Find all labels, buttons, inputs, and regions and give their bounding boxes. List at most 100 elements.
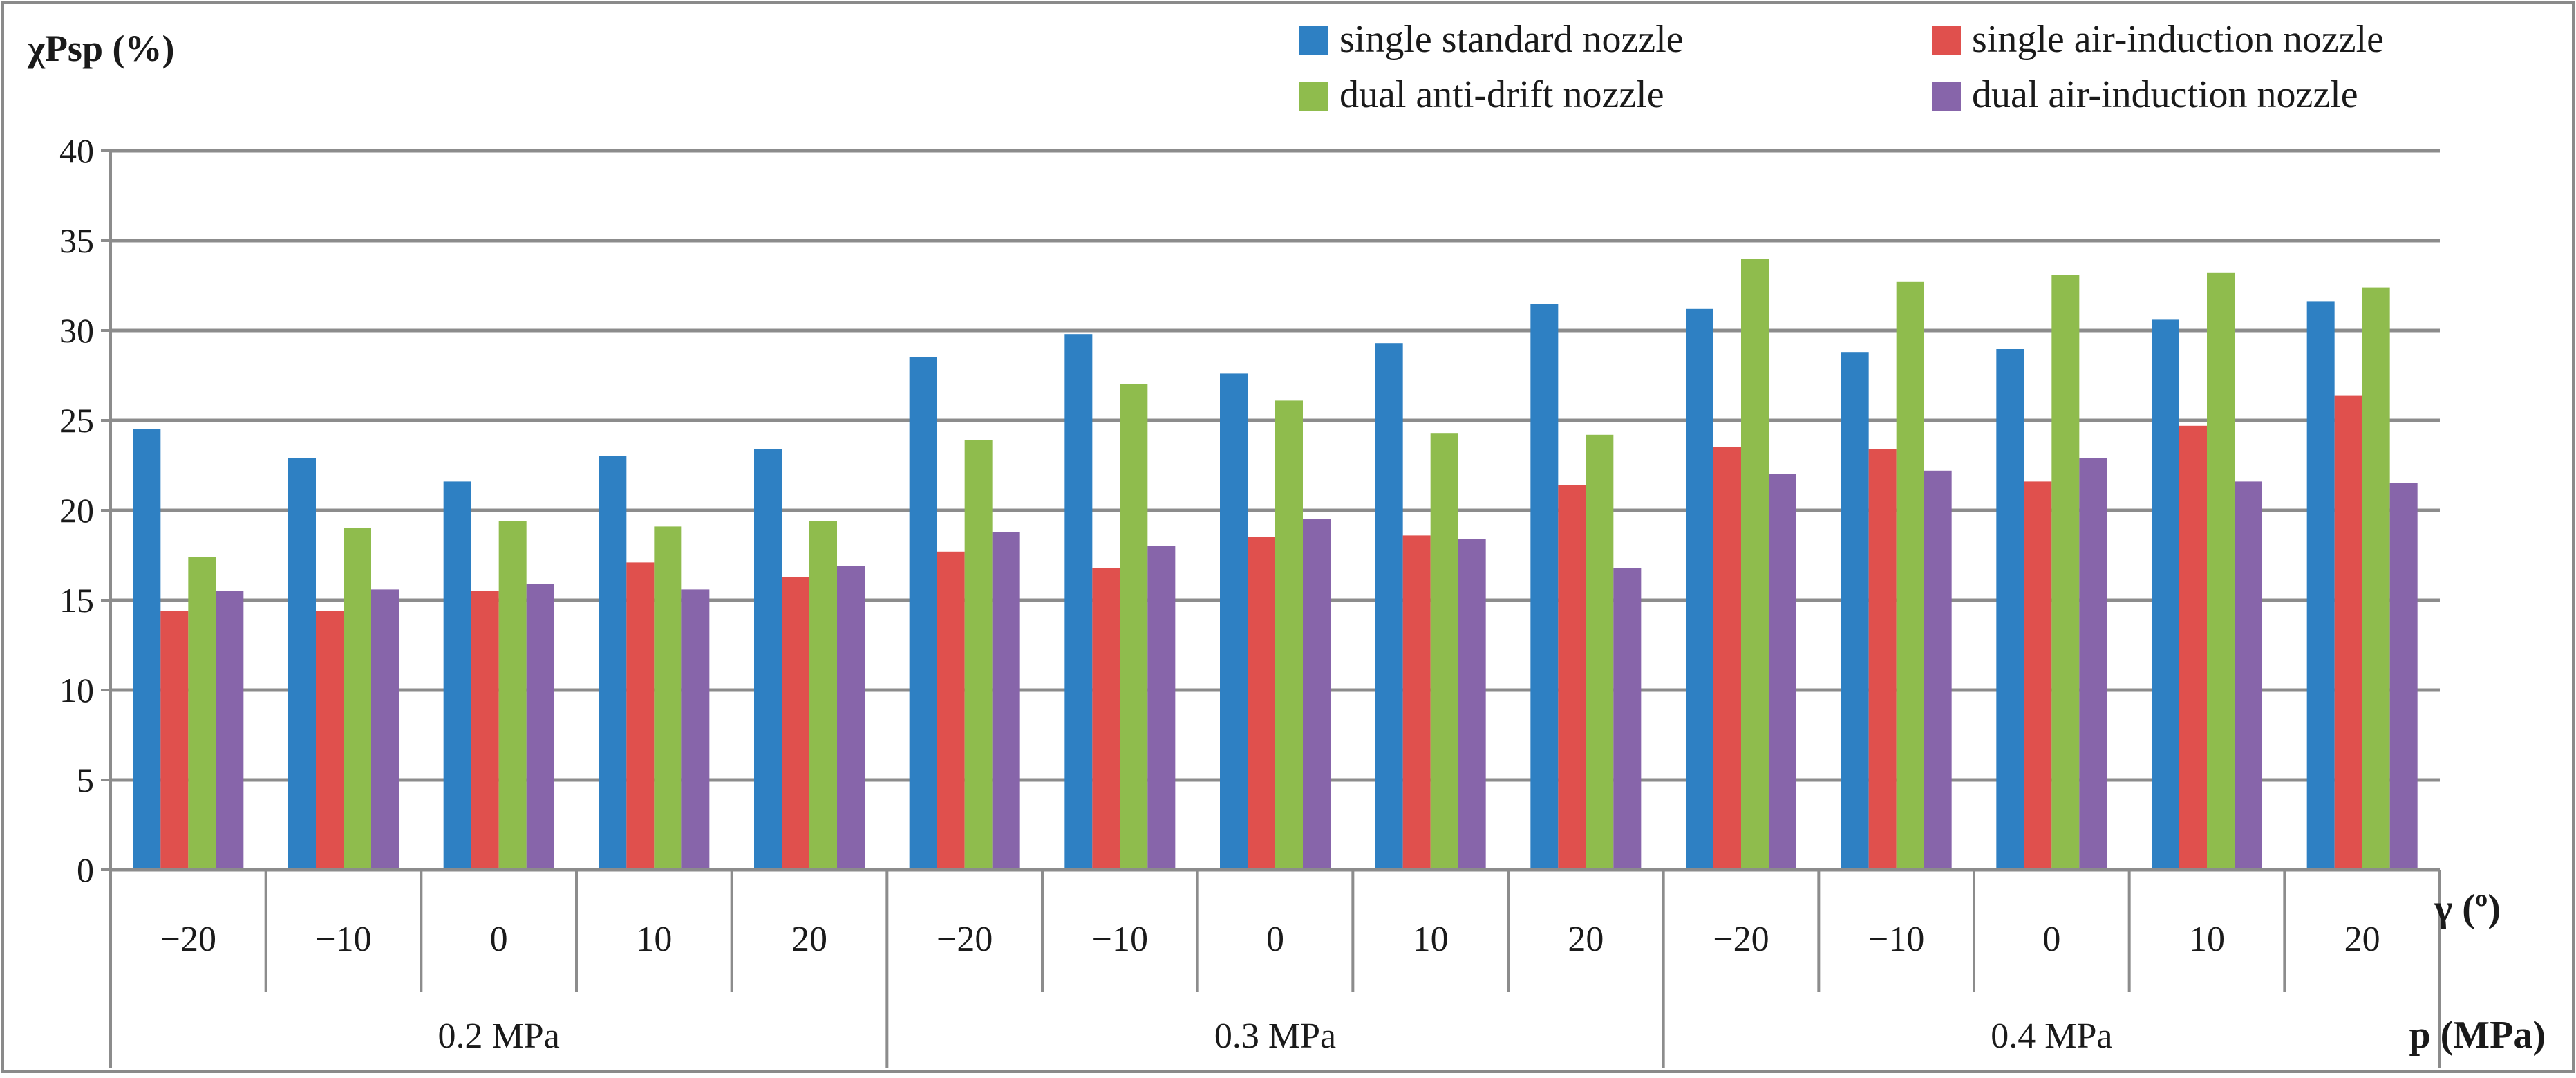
x-group-label-pressure: 0.2 MPa — [438, 1016, 560, 1056]
legend-label: single air-induction nozzle — [1972, 18, 2384, 61]
bar-dual-anti-drift-nozzle-5 — [809, 521, 837, 870]
legend-label: single standard nozzle — [1339, 18, 1684, 61]
y-tick-label: 15 — [59, 581, 94, 620]
x-group-label-pressure: 0.3 MPa — [1214, 1016, 1336, 1056]
bar-single-air-induction-nozzle-10 — [1558, 485, 1586, 870]
bar-dual-air-induction-nozzle-12 — [1924, 470, 1952, 870]
bar-dual-anti-drift-nozzle-2 — [344, 528, 371, 870]
bar-single-air-induction-nozzle-13 — [2024, 481, 2052, 870]
bar-dual-anti-drift-nozzle-9 — [1430, 433, 1458, 870]
bar-dual-anti-drift-nozzle-7 — [1120, 384, 1148, 870]
x-axis-label-angle: γ (º) — [2434, 887, 2501, 930]
bar-single-air-induction-nozzle-7 — [1092, 568, 1120, 870]
bar-single-standard-nozzle-14 — [2152, 319, 2179, 870]
bar-dual-anti-drift-nozzle-14 — [2207, 272, 2235, 870]
bar-single-air-induction-nozzle-9 — [1402, 535, 1431, 870]
bar-single-standard-nozzle-7 — [1064, 334, 1093, 870]
bar-single-standard-nozzle-10 — [1530, 304, 1559, 870]
y-tick-label: 5 — [77, 761, 94, 799]
bar-single-air-induction-nozzle-3 — [471, 591, 499, 870]
bar-single-air-induction-nozzle-4 — [626, 562, 655, 870]
x-tick-label-angle: −10 — [1092, 920, 1148, 959]
bar-single-air-induction-nozzle-2 — [316, 611, 344, 870]
bar-single-air-induction-nozzle-15 — [2334, 395, 2362, 870]
bar-single-standard-nozzle-5 — [754, 449, 782, 870]
bar-single-air-induction-nozzle-6 — [937, 551, 965, 870]
bar-dual-anti-drift-nozzle-4 — [654, 526, 682, 870]
bar-single-standard-nozzle-3 — [443, 481, 471, 870]
bar-dual-air-induction-nozzle-11 — [1769, 474, 1796, 870]
x-tick-label-angle: 20 — [2344, 920, 2380, 959]
x-axis-label-pressure: p (MPa) — [2409, 1014, 2546, 1057]
y-tick-label: 35 — [59, 221, 94, 260]
y-axis-label: χPsp (%) — [27, 28, 174, 69]
y-tick-label: 10 — [59, 671, 94, 709]
bar-single-standard-nozzle-12 — [1841, 352, 1869, 870]
x-tick-label-angle: 0 — [490, 920, 508, 959]
bar-dual-air-induction-nozzle-5 — [837, 566, 865, 870]
bar-dual-air-induction-nozzle-8 — [1303, 519, 1331, 870]
bar-dual-anti-drift-nozzle-8 — [1275, 400, 1303, 870]
bar-single-standard-nozzle-4 — [599, 456, 627, 870]
axes: 0 5 10 15 20 25 30 35 40 −20 −10 0 10 20 −20 −10 0 10 20 −2… — [59, 131, 2546, 1068]
y-tick-label: 30 — [59, 311, 94, 350]
legend-swatch — [1299, 26, 1328, 55]
bar-single-standard-nozzle-11 — [1686, 308, 1713, 870]
bar-dual-air-induction-nozzle-4 — [681, 589, 710, 870]
bar-single-air-induction-nozzle-11 — [1713, 447, 1741, 870]
bar-single-standard-nozzle-2 — [288, 458, 316, 870]
x-tick-label-angle: 20 — [791, 920, 827, 959]
y-tick-label: 20 — [59, 491, 94, 530]
bar-dual-anti-drift-nozzle-15 — [2362, 287, 2390, 871]
x-tick-label-angle: −10 — [1868, 920, 1924, 959]
bar-dual-anti-drift-nozzle-10 — [1586, 434, 1614, 870]
x-tick-label-angle: 20 — [1568, 920, 1604, 959]
bar-dual-air-induction-nozzle-3 — [526, 584, 554, 870]
bar-dual-anti-drift-nozzle-13 — [2051, 275, 2080, 870]
bar-single-air-induction-nozzle-5 — [782, 577, 809, 870]
bar-dual-air-induction-nozzle-2 — [371, 589, 399, 870]
bar-dual-air-induction-nozzle-7 — [1147, 546, 1176, 870]
bar-single-standard-nozzle-8 — [1220, 373, 1248, 870]
bar-dual-anti-drift-nozzle-6 — [964, 440, 993, 870]
bar-single-standard-nozzle-13 — [1996, 349, 2024, 870]
bar-dual-anti-drift-nozzle-12 — [1896, 281, 1924, 870]
x-tick-label-angle: −10 — [315, 920, 371, 959]
x-tick-label-angle: 10 — [2189, 920, 2225, 959]
legend-label: dual air-induction nozzle — [1972, 73, 2358, 116]
y-tick-label: 0 — [77, 851, 94, 889]
y-tick-label: 25 — [59, 401, 94, 440]
bar-dual-air-induction-nozzle-13 — [2079, 458, 2107, 870]
x-tick-label-angle: −20 — [937, 920, 993, 959]
legend: single standard nozzle single air-inducti… — [1299, 18, 2384, 116]
legend-swatch — [1299, 82, 1328, 111]
x-tick-label-angle: 0 — [2042, 920, 2060, 959]
bars — [133, 259, 2418, 871]
bar-dual-air-induction-nozzle-10 — [1613, 568, 1642, 870]
bar-single-standard-nozzle-9 — [1375, 343, 1403, 870]
bar-dual-air-induction-nozzle-14 — [2235, 481, 2262, 870]
y-tick-label: 40 — [59, 131, 94, 170]
bar-single-air-induction-nozzle-12 — [1868, 449, 1897, 870]
legend-swatch — [1932, 82, 1961, 111]
legend-label: dual anti-drift nozzle — [1339, 73, 1664, 116]
bar-dual-anti-drift-nozzle-1 — [188, 557, 216, 870]
x-tick-label-angle: 0 — [1266, 920, 1284, 959]
bar-single-standard-nozzle-15 — [2306, 301, 2335, 870]
bar-dual-air-induction-nozzle-9 — [1458, 539, 1486, 870]
bar-dual-air-induction-nozzle-1 — [216, 591, 244, 870]
x-tick-label-angle: −20 — [1713, 920, 1769, 959]
bar-single-air-induction-nozzle-8 — [1248, 537, 1275, 870]
x-tick-label-angle: 10 — [636, 920, 672, 959]
bar-dual-air-induction-nozzle-6 — [992, 532, 1020, 870]
bar-single-air-induction-nozzle-1 — [160, 611, 189, 870]
bar-single-air-induction-nozzle-14 — [2179, 425, 2207, 870]
x-tick-label-angle: −20 — [160, 920, 216, 959]
bar-dual-air-induction-nozzle-15 — [2389, 483, 2418, 870]
x-tick-label-angle: 10 — [1413, 920, 1449, 959]
bar-single-standard-nozzle-6 — [909, 357, 937, 870]
bar-single-standard-nozzle-1 — [133, 429, 161, 870]
x-group-label-pressure: 0.4 MPa — [1991, 1016, 2112, 1056]
